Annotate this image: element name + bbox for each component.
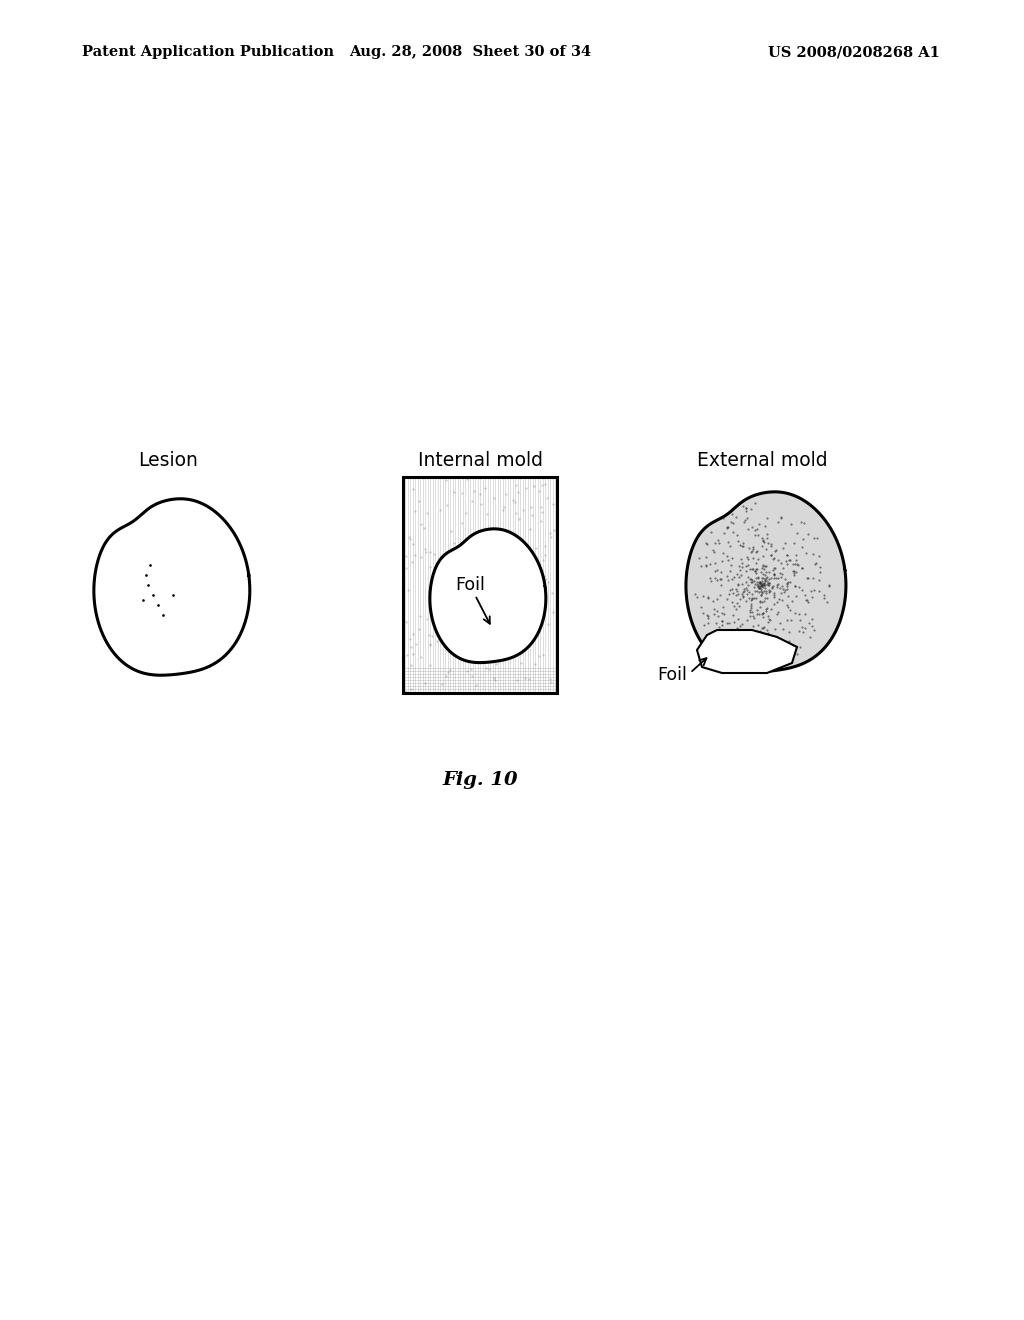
Bar: [403, 477, 557, 693]
Text: Lesion: Lesion: [138, 450, 198, 470]
Text: Aug. 28, 2008  Sheet 30 of 34: Aug. 28, 2008 Sheet 30 of 34: [349, 45, 591, 59]
Bar: [403, 477, 557, 693]
Text: US 2008/0208268 A1: US 2008/0208268 A1: [768, 45, 940, 59]
Text: Foil: Foil: [455, 576, 485, 594]
Text: Internal mold: Internal mold: [418, 450, 543, 470]
Text: Fig. 10: Fig. 10: [442, 771, 518, 789]
Polygon shape: [686, 492, 846, 672]
Polygon shape: [430, 529, 546, 663]
Text: Foil: Foil: [657, 667, 687, 684]
Polygon shape: [697, 630, 797, 673]
Text: External mold: External mold: [696, 450, 827, 470]
Text: Patent Application Publication: Patent Application Publication: [82, 45, 334, 59]
